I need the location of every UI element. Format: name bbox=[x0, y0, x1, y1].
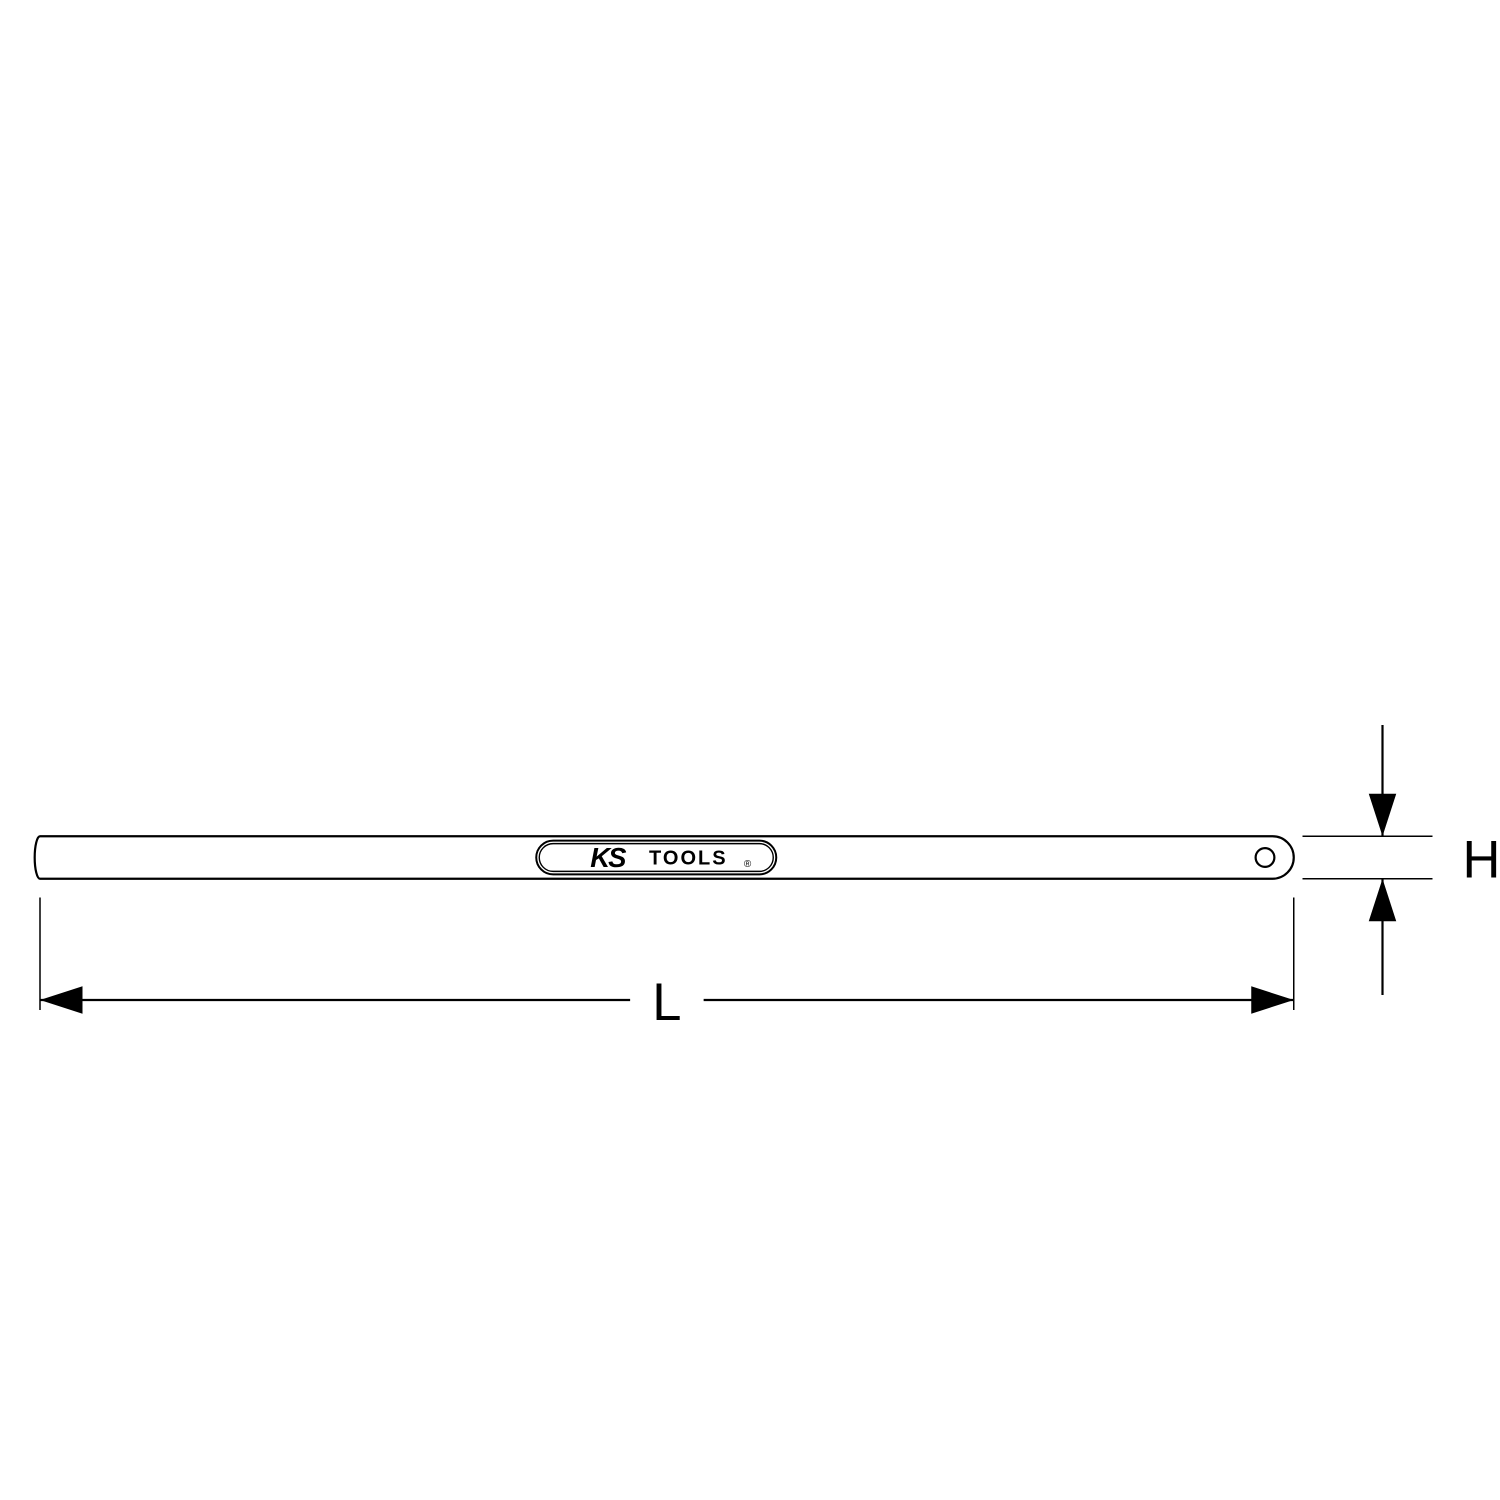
dim-h-arrow-top bbox=[1369, 794, 1397, 837]
logo-ks-text: KS bbox=[590, 842, 627, 873]
dim-h-label: H bbox=[1463, 831, 1500, 890]
dim-l-arrow-right bbox=[1251, 986, 1294, 1014]
logo-registered: ® bbox=[744, 859, 752, 870]
dim-l-arrow-left bbox=[40, 986, 83, 1014]
dim-l-label: L bbox=[652, 973, 681, 1032]
dim-h-arrow-bottom bbox=[1369, 879, 1397, 922]
logo-tools-text: TOOLS bbox=[649, 848, 728, 870]
